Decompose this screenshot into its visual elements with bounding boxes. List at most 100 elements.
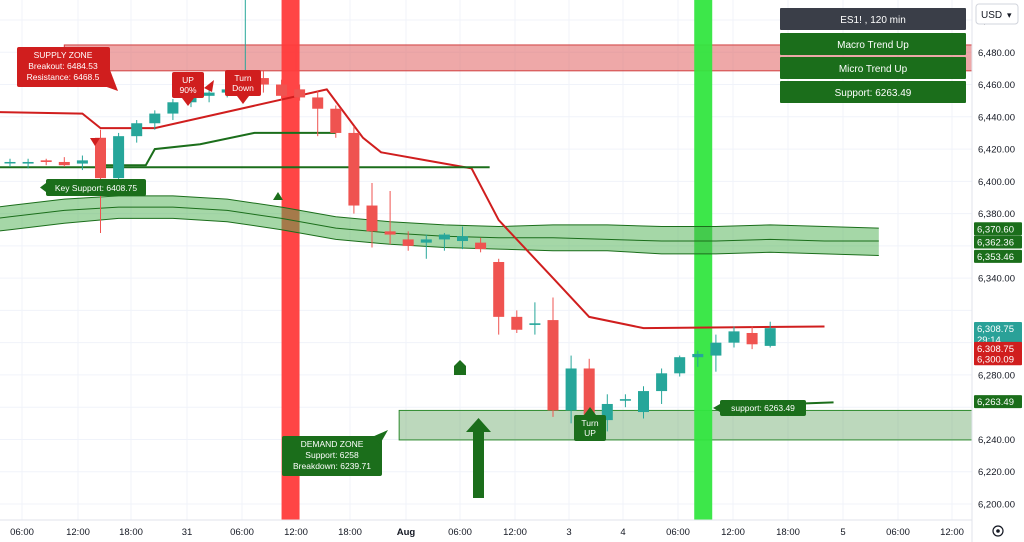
info-panel-row: Micro Trend Up [839, 64, 908, 75]
up-signal-box [172, 72, 204, 98]
candle-body [475, 242, 487, 250]
turn-down-text: Down [232, 83, 254, 93]
candle-body [294, 89, 306, 98]
supply-zone-text: Resistance: 6468.5 [27, 72, 100, 82]
candle-body [76, 160, 88, 164]
axes [0, 0, 973, 542]
candle [167, 99, 179, 121]
info-panel-row: Support: 6263.49 [835, 88, 912, 99]
time-tick-label: 4 [620, 527, 625, 538]
candle [348, 126, 360, 214]
candle-body [764, 328, 776, 346]
candle [475, 237, 487, 253]
candle [312, 90, 324, 137]
time-axis[interactable]: 06:00 12:00 18:00 31 06:00 12:00 18:00 Aug 06:00… [10, 527, 964, 538]
supply-zone-text: SUPPLY ZONE [34, 50, 93, 60]
candle [149, 110, 161, 130]
candle-body [656, 373, 668, 392]
buy-flag-icon [454, 360, 466, 375]
price-tick-label: 6,460.00 [978, 80, 1015, 91]
candle-body [583, 368, 595, 421]
candle [692, 350, 704, 367]
currency-label[interactable]: USD [981, 10, 1002, 21]
chevron-down-icon[interactable]: ▾ [1007, 10, 1012, 20]
sell-marker-icon [90, 138, 100, 146]
candle [294, 84, 306, 101]
candle-body [113, 136, 125, 179]
buy-marker-icon [273, 192, 283, 200]
price-tag-box [974, 235, 1022, 249]
candle-body [674, 357, 686, 374]
up-signal-text: 90% [179, 85, 196, 95]
info-panel-title: ES1! , 120 min [840, 15, 906, 26]
time-tick-label: 3 [566, 527, 571, 538]
candle-body [565, 368, 577, 411]
vertical-bands [281, 0, 713, 520]
price-tick-label: 6,240.00 [978, 435, 1015, 446]
demand-zone-label-box [282, 436, 382, 476]
turn-up-box [574, 415, 606, 441]
candle [384, 191, 396, 245]
info-panel-row-box [780, 81, 966, 103]
info-panel-title-box [780, 8, 966, 30]
time-tick-label: Aug [397, 527, 416, 538]
time-tick-label: 06:00 [230, 527, 254, 538]
up-signal-pointer [182, 98, 194, 106]
cloud-middle-line [0, 206, 879, 242]
candle-body [40, 160, 52, 162]
candle-body [58, 161, 70, 166]
up-signal-text: UP [182, 75, 194, 85]
time-tick-label: 12:00 [66, 527, 90, 538]
price-tag-value: 6,362.36 [977, 238, 1014, 249]
price-tag-value: 6,353.46 [977, 252, 1014, 263]
settings-icon-dot[interactable] [996, 529, 1000, 533]
candle-body [457, 236, 468, 242]
settings-icon-ring[interactable] [992, 525, 1004, 537]
candle [22, 158, 34, 169]
currency-selector[interactable]: USD ▾ [975, 3, 1019, 25]
price-tag-box [974, 249, 1022, 263]
turn-down-box [225, 70, 261, 96]
turn-up-text: Turn [581, 418, 598, 428]
trend-cloud [0, 195, 879, 256]
candle-body [330, 108, 342, 133]
currency-box[interactable] [975, 3, 1019, 25]
candle [58, 157, 70, 167]
candle [619, 394, 631, 408]
candle-body [366, 205, 378, 232]
up-signal-flag [204, 80, 214, 92]
price-tag-box [974, 222, 1022, 236]
price-tick-label: 6,220.00 [978, 467, 1015, 478]
time-tick-label: 12:00 [721, 527, 745, 538]
buy-arrow-icon [466, 418, 491, 498]
candle-body [638, 391, 649, 413]
signal-band [281, 0, 300, 520]
settings-icon[interactable] [992, 525, 1004, 537]
candle [131, 120, 143, 143]
time-tick-label: 18:00 [119, 527, 143, 538]
turn-up-text: UP [584, 428, 596, 438]
info-panel-row: Macro Trend Up [837, 40, 909, 51]
price-tag-value: 6,308.75 [977, 344, 1014, 355]
supply-zone-text: Breakout: 6484.53 [28, 61, 98, 71]
candle [638, 386, 649, 419]
price-tag-value: 6,308.75 [977, 324, 1014, 335]
time-tick-label: 18:00 [776, 527, 800, 538]
candle-body [547, 320, 559, 411]
time-tick-label: 06:00 [448, 527, 472, 538]
price-tag-box [974, 395, 1022, 409]
candle-body [493, 262, 505, 317]
buy-arrow-shaft [473, 430, 484, 498]
key-support-box [46, 179, 146, 196]
candle-body [4, 161, 16, 164]
candle [601, 394, 613, 432]
candle [203, 89, 215, 103]
time-tick-label: 18:00 [338, 527, 362, 538]
turn-up-pointer [584, 407, 596, 415]
support-label-text: support: 6263.49 [731, 403, 795, 413]
info-panel-row-box [780, 57, 966, 79]
